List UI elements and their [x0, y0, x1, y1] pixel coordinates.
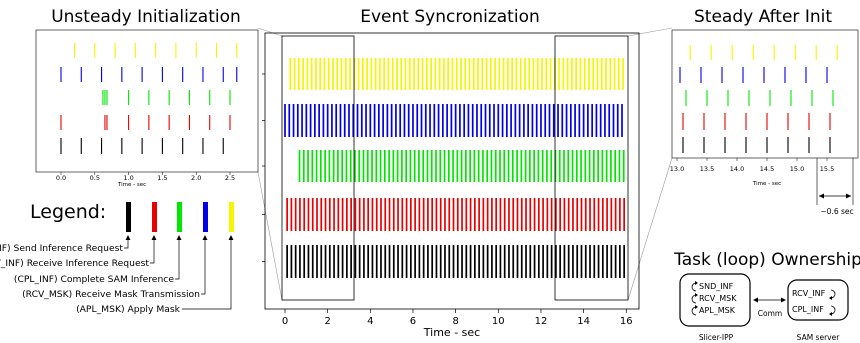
sam-server-caption: SAM server — [797, 333, 841, 342]
right-xticks: 13.0 13.5 14.0 14.5 15.0 15.5 — [670, 158, 834, 173]
legend-item-rcv-msk: (RCV_MSK) Receive Mask Transmission — [22, 289, 200, 300]
interval-label: ~0.6 sec — [820, 207, 853, 216]
legend-arrowheads — [125, 235, 234, 240]
comm-label: Comm — [758, 309, 782, 318]
main-event-lines — [284, 58, 625, 278]
left-xtick-label: 0.5 — [90, 174, 100, 182]
legend-item-cpl-inf: (CPL_INF) Complete SAM Inference — [14, 274, 174, 285]
right-event-lines — [679, 45, 838, 153]
task-cpl-inf: CPL_INF — [792, 305, 824, 314]
center-title: Event Syncronization — [360, 7, 540, 27]
left-xtick-label: 1.5 — [157, 174, 167, 182]
main-xtick-label: 10 — [492, 316, 505, 327]
main-xtick-label: 6 — [410, 316, 416, 327]
left-xtick-label: 2.5 — [225, 174, 235, 182]
main-xtick-label: 4 — [367, 316, 373, 327]
zoom-box-right — [554, 35, 629, 301]
legend-item-apl-msk: (APL_MSK) Apply Mask — [76, 304, 181, 315]
left-event-lines — [60, 43, 238, 154]
legend-item-rcv-inf: (RCV_INF) Receive Inference Request — [0, 258, 149, 269]
right-plot: 13.0 13.5 14.0 14.5 15.0 15.5 Time - sec ~0.6… — [670, 29, 859, 216]
main-xtick-label: 2 — [324, 316, 330, 327]
legend-title: Legend: — [30, 201, 106, 223]
main-xtick-label: 14 — [577, 316, 590, 327]
legend-swatch-rcv-msk — [203, 202, 208, 232]
slicer-ipp-caption: Slicer-IPP — [699, 333, 734, 342]
legend-swatch-snd-inf — [126, 202, 131, 232]
task-apl-msk: APL_MSK — [699, 306, 736, 315]
right-xtick-label: 13.5 — [700, 165, 714, 173]
legend-swatch-cpl-inf — [177, 202, 182, 232]
right-title: Steady After Init — [694, 7, 832, 27]
main-xtick-label: 0 — [282, 316, 288, 327]
slicer-loop-icons — [691, 282, 697, 316]
legend-swatch-rcv-inf — [152, 202, 157, 232]
main-xlabel: Time - sec — [423, 326, 480, 339]
left-xlabel: Time - sec — [117, 182, 146, 188]
left-plot: 0.0 0.5 1.0 1.5 2.0 2.5 Time - sec — [35, 29, 259, 188]
task-ownership: Task (loop) Ownership SND_INF RCV_MSK AP… — [673, 250, 860, 342]
zoom-connectors — [257, 27, 673, 301]
zoom-box-left — [281, 35, 355, 301]
right-xtick-label: 15.0 — [790, 165, 804, 173]
right-xtick-label: 13.0 — [670, 165, 684, 173]
task-rcv-inf: RCV_INF — [792, 289, 826, 298]
right-xtick-label: 14.0 — [730, 165, 744, 173]
slicer-ipp-box — [679, 273, 751, 327]
slicer-loop-arrowheads — [695, 281, 698, 309]
right-xtick-label: 14.5 — [760, 165, 774, 173]
left-xticks: 0.0 0.5 1.0 1.5 2.0 2.5 — [56, 172, 235, 182]
main-xtick-label: 16 — [620, 316, 633, 327]
interval-annotation: ~0.6 sec — [816, 158, 854, 216]
legend-swatch-apl-msk — [229, 202, 234, 232]
legend-arrows — [124, 238, 232, 310]
sam-server-box — [787, 279, 849, 321]
left-plot-frame — [35, 29, 259, 173]
main-xtick-label: 8 — [452, 316, 458, 327]
main-plot: 0 2 4 6 8 10 12 14 16 Time - sec — [262, 32, 640, 339]
legend: Legend: (SND_INF) Send Inference Request… — [0, 201, 234, 315]
ownership-title: Task (loop) Ownership — [673, 250, 860, 270]
left-xtick-label: 0.0 — [56, 174, 66, 182]
right-xlabel: Time - sec — [752, 181, 781, 187]
left-xtick-label: 1.0 — [123, 174, 133, 182]
legend-item-snd-inf: (SND_INF) Send Inference Request — [0, 243, 123, 254]
main-plot-frame — [264, 32, 640, 310]
right-plot-frame — [671, 29, 859, 159]
task-rcv-msk: RCV_MSK — [699, 294, 737, 303]
left-title: Unsteady Initialization — [51, 7, 241, 27]
main-xtick-label: 12 — [535, 316, 548, 327]
task-snd-inf: SND_INF — [699, 282, 734, 291]
right-xtick-label: 15.5 — [820, 165, 834, 173]
sam-loop-arrowheads — [829, 296, 832, 316]
main-ytick-marks — [262, 73, 265, 262]
left-xtick-label: 2.0 — [191, 174, 201, 182]
main-xticks: 0 2 4 6 8 10 12 14 16 — [282, 309, 633, 327]
sam-loop-icons — [830, 289, 836, 315]
